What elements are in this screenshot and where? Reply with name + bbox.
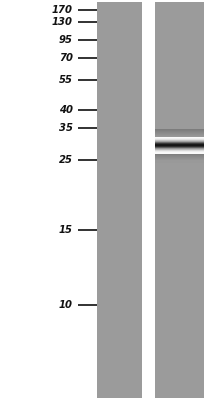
Bar [155, 147, 204, 148]
Bar [97, 2, 142, 398]
Bar [155, 153, 204, 155]
Bar [155, 154, 204, 156]
Bar [155, 152, 204, 153]
Bar [155, 150, 204, 151]
Bar [155, 144, 204, 145]
Bar [155, 158, 204, 160]
Bar [155, 139, 204, 140]
Bar [155, 137, 204, 138]
Bar [155, 149, 204, 150]
Text: 10: 10 [59, 300, 73, 310]
Bar [155, 139, 204, 140]
Bar [155, 150, 204, 151]
Bar [155, 156, 204, 158]
Bar [155, 138, 204, 139]
Bar [155, 146, 204, 147]
Text: 25: 25 [59, 155, 73, 165]
Bar [155, 151, 204, 152]
Text: 35: 35 [59, 123, 73, 133]
Bar [155, 148, 204, 149]
Bar [155, 140, 204, 141]
Bar [155, 133, 204, 135]
Bar [155, 136, 204, 138]
Bar [155, 151, 204, 152]
Bar [155, 131, 204, 133]
Bar [155, 130, 204, 133]
Bar [155, 143, 204, 144]
Text: 15: 15 [59, 225, 73, 235]
Bar [155, 152, 204, 153]
Bar [155, 133, 204, 135]
Text: 170: 170 [52, 5, 73, 15]
Bar [155, 139, 204, 140]
Bar [155, 138, 204, 139]
Bar [155, 141, 204, 142]
Text: 70: 70 [59, 53, 73, 63]
Bar [155, 142, 204, 143]
Text: 55: 55 [59, 75, 73, 85]
Bar [155, 129, 204, 131]
Bar [155, 154, 204, 157]
Bar [155, 143, 204, 144]
Bar [155, 132, 204, 134]
Text: 95: 95 [59, 35, 73, 45]
Bar [155, 152, 204, 153]
Bar [155, 137, 204, 138]
Bar [155, 153, 204, 154]
Bar [155, 159, 204, 161]
Bar [143, 2, 155, 398]
Bar [155, 146, 204, 147]
Bar [155, 154, 204, 156]
Bar [155, 135, 204, 138]
Bar [155, 149, 204, 150]
Bar [155, 2, 204, 398]
Bar [155, 156, 204, 158]
Text: 130: 130 [52, 17, 73, 27]
Bar [155, 145, 204, 146]
Bar [155, 135, 204, 137]
Bar [155, 159, 204, 162]
Bar [155, 144, 204, 145]
Bar [155, 141, 204, 142]
Bar [155, 147, 204, 148]
Bar [155, 140, 204, 141]
Bar [155, 157, 204, 159]
Bar [155, 148, 204, 149]
Bar [155, 151, 204, 152]
Bar [155, 145, 204, 146]
Bar [155, 150, 204, 151]
Bar [155, 140, 204, 141]
Bar [155, 148, 204, 149]
Bar [155, 160, 204, 162]
Bar [155, 149, 204, 150]
Bar [155, 145, 204, 146]
Bar [155, 130, 204, 132]
Bar [155, 144, 204, 145]
Bar [155, 136, 204, 138]
Bar [155, 146, 204, 147]
Text: 40: 40 [59, 105, 73, 115]
Bar [155, 142, 204, 143]
Bar [155, 155, 204, 157]
Bar [155, 143, 204, 144]
Bar [155, 134, 204, 136]
Bar [155, 134, 204, 136]
Bar [155, 160, 204, 162]
Bar [155, 157, 204, 159]
Bar [155, 158, 204, 160]
Bar [155, 130, 204, 132]
Bar [155, 141, 204, 142]
Bar [155, 132, 204, 134]
